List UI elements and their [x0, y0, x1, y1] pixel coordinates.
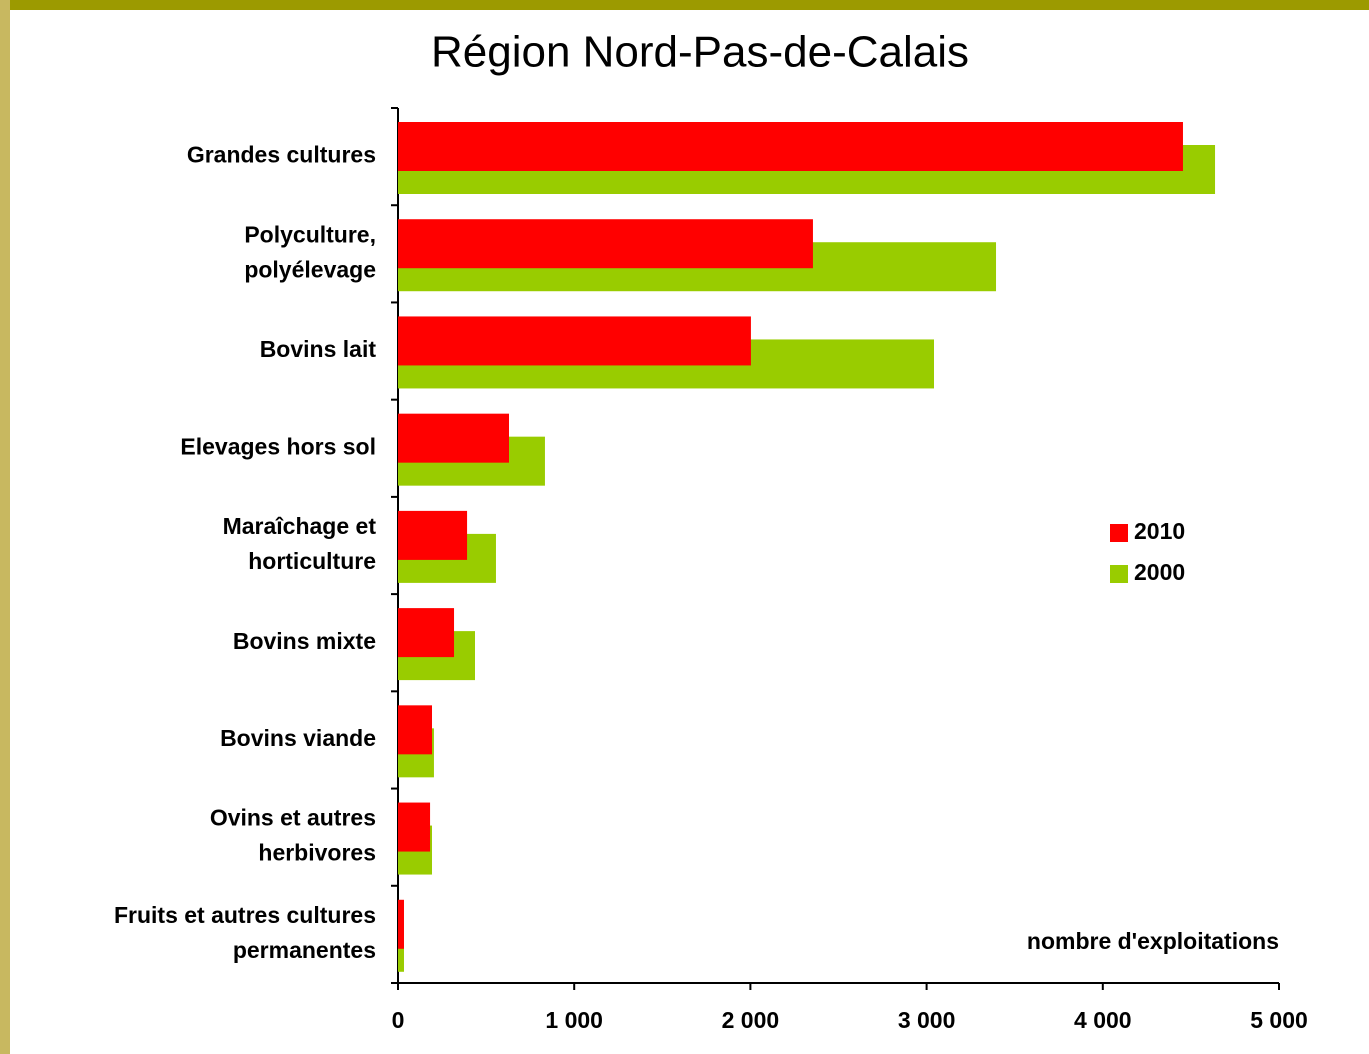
y-tick-label: Bovins lait [260, 336, 377, 362]
bar [398, 122, 1183, 171]
x-tick-label: 0 [392, 1007, 405, 1033]
chart-title: Région Nord-Pas-de-Calais [431, 28, 969, 77]
bar [398, 413, 510, 463]
y-tick-label: Polyculture, polyélevage [244, 221, 376, 282]
y-tick-label: Maraîchage et horticulture [223, 513, 377, 574]
x-tick-label: 5 000 [1250, 1007, 1308, 1033]
x-axis-label: nombre d'exploitations [1027, 928, 1279, 954]
legend-label: 2000 [1134, 559, 1185, 585]
x-tick-label: 4 000 [1074, 1007, 1132, 1033]
bar [398, 316, 751, 366]
y-tick-label: Bovins viande [220, 725, 376, 751]
y-tick-label: Grandes cultures [187, 142, 376, 168]
bar [398, 899, 404, 949]
bar [398, 608, 455, 658]
legend-swatch [1110, 565, 1128, 583]
bar [398, 802, 431, 852]
bar [398, 705, 433, 755]
y-tick-label: Fruits et autres cultures permanentes [114, 902, 376, 963]
legend-swatch [1110, 524, 1128, 542]
y-tick-label: Elevages hors sol [180, 433, 376, 459]
x-tick-label: 2 000 [722, 1007, 780, 1033]
top-band [0, 0, 1369, 10]
legend-label: 2010 [1134, 518, 1185, 544]
left-border [0, 0, 10, 1054]
y-tick-label: Ovins et autres herbivores [210, 805, 376, 866]
x-tick-label: 3 000 [898, 1007, 956, 1033]
y-tick-label: Bovins mixte [233, 628, 376, 654]
bar [398, 510, 468, 560]
bar [398, 219, 813, 269]
x-tick-label: 1 000 [545, 1007, 603, 1033]
